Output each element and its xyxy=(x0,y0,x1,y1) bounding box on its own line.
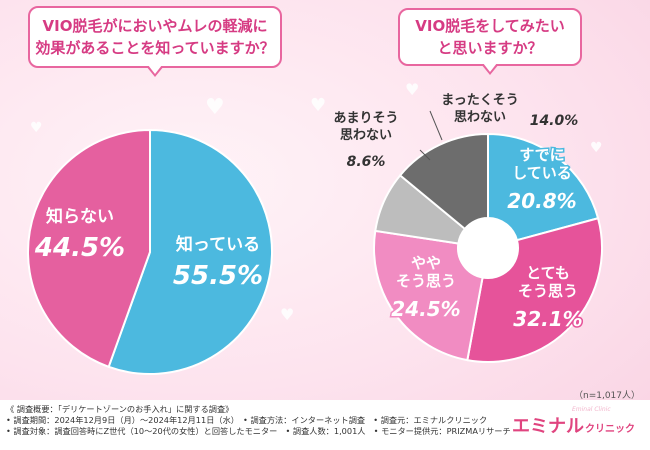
heart-icon: ♥ xyxy=(590,140,603,156)
slice-value-label: 55.5% xyxy=(173,261,263,291)
slice-label: まったくそう xyxy=(441,93,518,108)
leader-line xyxy=(419,149,431,161)
slice-label: あまりそう xyxy=(333,111,398,126)
leader-line xyxy=(429,110,443,141)
sample-size: （n=1,017人） xyxy=(573,391,640,401)
brand-name: エミナル xyxy=(512,416,584,437)
donut-hole xyxy=(458,218,518,278)
slice-label: 知っている xyxy=(175,234,260,255)
slice-label: すでに xyxy=(519,146,564,164)
slice-label: 思わない xyxy=(454,110,506,125)
brand-sub: クリニック xyxy=(585,424,635,435)
slice-label: やや xyxy=(411,254,441,272)
question-2-box: VIO脱毛をしてみたい と思いますか？ xyxy=(398,8,582,75)
footer: 《 調査概要：「デリケートゾーンのお手入れ」に関する調査》 • 調査期間：202… xyxy=(0,400,650,450)
slice-label: とても xyxy=(526,264,570,282)
slice-value-label: 20.8% xyxy=(507,189,576,213)
slice-value-label: 44.5% xyxy=(34,233,125,263)
brand-ghost: Eminal Clinic xyxy=(572,406,611,413)
heart-icon: ♥ xyxy=(405,80,420,99)
question-2-line-1: VIO脱毛をしてみたい xyxy=(415,17,565,35)
survey-period-line: • 調査期間：2024年12月9日（月）〜2024年12月11日（水） • 調査… xyxy=(6,415,488,425)
slice-label: そう思う xyxy=(518,282,578,300)
survey-target-line: • 調査対象：調査回答時にZ世代（10〜20代の女性）と回答したモニター • 調… xyxy=(6,426,511,436)
question-2-line-2: と思いますか？ xyxy=(437,39,543,57)
question-1-box: VIO脱毛がにおいやムレの軽減に 効果があることを知っていますか？ xyxy=(28,6,282,77)
slice-label: 知らない xyxy=(45,206,114,227)
survey-overview: 《 調査概要：「デリケートゾーンのお手入れ」に関する調査》 xyxy=(6,404,234,414)
heart-icon: ♥ xyxy=(310,95,327,116)
pie-slice xyxy=(27,128,151,369)
slice-value-label: 24.5% xyxy=(391,297,460,321)
question-1-line-1: VIO脱毛がにおいやムレの軽減に xyxy=(42,17,268,35)
slice-value-label: 14.0% xyxy=(530,113,579,129)
heart-icon: ♥ xyxy=(205,95,225,120)
slice-label: そう思う xyxy=(396,272,456,290)
heart-icon: ♥ xyxy=(280,305,295,324)
heart-icon: ♥ xyxy=(30,120,43,136)
pie-slice xyxy=(107,128,273,375)
slice-value-label: 32.1% xyxy=(513,307,582,331)
slice-label: している xyxy=(512,164,572,182)
slice-label: 思わない xyxy=(340,128,392,143)
question-1-line-2: 効果があることを知っていますか？ xyxy=(35,39,275,57)
slice-value-label: 8.6% xyxy=(347,154,386,170)
brand-logo: エミナルクリニック Eminal Clinic xyxy=(512,406,635,438)
